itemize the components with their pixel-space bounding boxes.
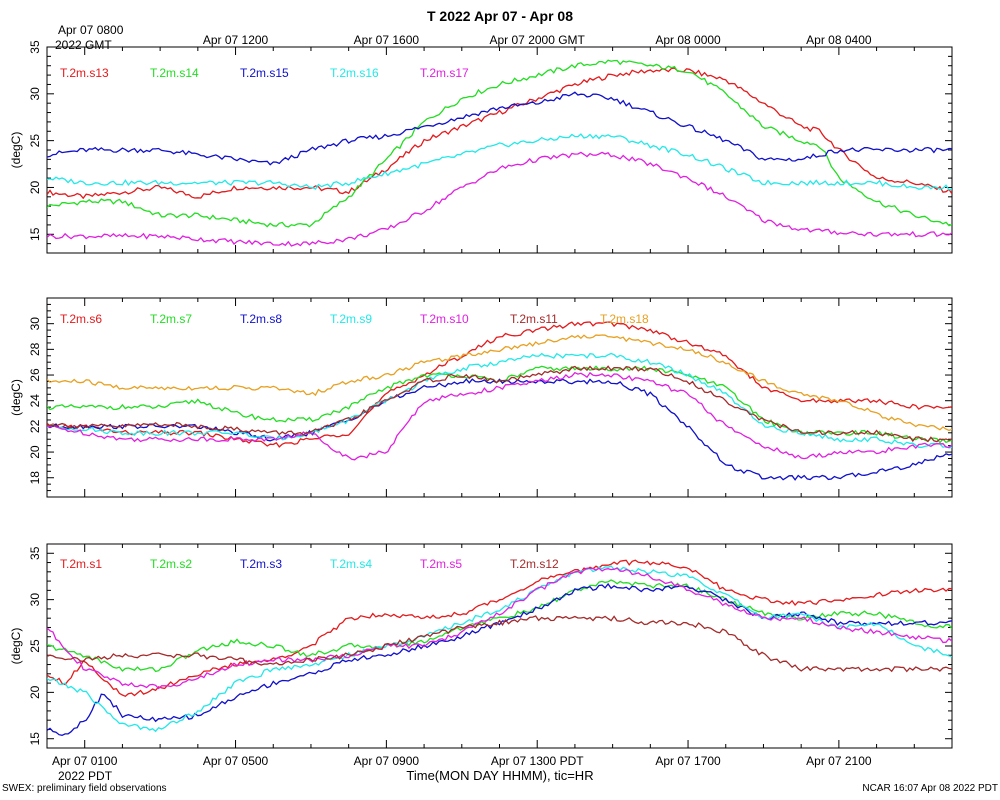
- top-axis-first-label: Apr 07 0800: [58, 23, 124, 37]
- legend-entry: T.2m.s11: [510, 312, 558, 326]
- y-tick-label: 35: [28, 40, 42, 54]
- y-tick-label: 30: [28, 317, 42, 331]
- plot-frame: [46, 297, 953, 498]
- legend-entry: T.2m.s15: [240, 66, 289, 80]
- top-axis-timezone-label: 2022 GMT: [55, 38, 112, 52]
- bottom-axis-tick-label: Apr 07 0100: [52, 754, 118, 768]
- series-line-T.2m.s5: [47, 567, 952, 690]
- legend-entry: T.2m.s8: [240, 312, 282, 326]
- series-line-T.2m.s11: [47, 365, 952, 443]
- y-tick-label: 28: [28, 342, 42, 356]
- legend-entry: T.2m.s1: [60, 557, 102, 571]
- top-axis-tick-label: Apr 07 1200: [203, 33, 269, 47]
- y-axis-title: (degC): [9, 132, 23, 169]
- bottom-axis-tick-label: Apr 07 0500: [203, 754, 269, 768]
- legend-entry: T.2m.s7: [150, 312, 192, 326]
- y-tick-label: 18: [28, 471, 42, 485]
- series-line-T.2m.s12: [47, 615, 952, 673]
- top-axis-tick-label: Apr 08 0000: [655, 33, 721, 47]
- y-axis-title: (degC): [9, 628, 23, 665]
- legend-entry: T.2m.s13: [60, 66, 109, 80]
- legend-entry: T.2m.s14: [150, 66, 199, 80]
- y-tick-label: 22: [28, 419, 42, 433]
- y-tick-label: 26: [28, 368, 42, 382]
- y-tick-label: 20: [28, 180, 42, 194]
- legend-entry: T.2m.s6: [60, 312, 102, 326]
- y-tick-label: 15: [28, 227, 42, 241]
- series-line-T.2m.s4: [47, 565, 952, 733]
- y-tick-label: 24: [28, 394, 42, 408]
- legend-entry: T.2m.s9: [330, 312, 372, 326]
- series-line-T.2m.s3: [47, 582, 952, 736]
- y-tick-label: 30: [28, 87, 42, 101]
- bottom-axis-tick-label: Apr 07 1300 PDT: [491, 754, 584, 768]
- y-tick-label: 35: [28, 546, 42, 560]
- series-line-T.2m.s6: [47, 321, 952, 448]
- bottom-axis-tick-label: Apr 07 0900: [354, 754, 420, 768]
- panel-3: 15 20 25 30 35 (degC) T.2m.s1 T.2m.s2 T.2m.s3 T.2…: [9, 543, 953, 749]
- series-line-T.2m.s13: [47, 67, 952, 200]
- bottom-axis-timezone-label: 2022 PDT: [58, 769, 113, 783]
- series-line-T.2m.s1: [47, 559, 952, 698]
- top-axis-tick-label: Apr 07 2000 GMT: [490, 33, 586, 47]
- series-line-T.2m.s15: [47, 91, 952, 166]
- top-axis-tick-label: Apr 08 0400: [806, 33, 872, 47]
- panel-1: 15 20 25 30 35 (degC) T.2m.s13 T.2m.s14 T.2m.s15…: [9, 40, 953, 254]
- bottom-axis-tick-label: Apr 07 2100: [806, 754, 872, 768]
- footer-note: SWEX: preliminary field observations: [2, 783, 167, 794]
- series-line-T.2m.s14: [47, 59, 952, 228]
- series-line-T.2m.s10: [47, 371, 952, 461]
- chart-title: T 2022 Apr 07 - Apr 08: [426, 8, 574, 24]
- series-line-T.2m.s17: [47, 151, 952, 247]
- panel-2: 18 20 22 24 26 28 30 (degC) T.2m.s6 T.2m.s7 T.2m.s…: [9, 297, 953, 498]
- y-tick-label: 25: [28, 639, 42, 653]
- legend-entry: T.2m.s16: [330, 66, 379, 80]
- series-line-T.2m.s7: [47, 365, 952, 444]
- x-axis-title: Time(MON DAY HHMM), tic=HR: [406, 768, 594, 783]
- y-tick-label: 30: [28, 593, 42, 607]
- y-tick-label: 20: [28, 685, 42, 699]
- bottom-axis-tick-label: Apr 07 1700: [655, 754, 721, 768]
- series-line-T.2m.s8: [47, 378, 952, 481]
- series-line-T.2m.s2: [47, 579, 952, 673]
- series-line-T.2m.s16: [47, 133, 952, 191]
- legend-entry: T.2m.s2: [150, 557, 192, 571]
- y-tick-label: 15: [28, 732, 42, 746]
- y-axis-title: (degC): [9, 379, 23, 416]
- series-line-T.2m.s18: [47, 334, 952, 432]
- legend-entry: T.2m.s18: [600, 312, 649, 326]
- series-line-T.2m.s9: [47, 352, 952, 449]
- legend-entry: T.2m.s17: [420, 66, 469, 80]
- legend-entry: T.2m.s4: [330, 557, 372, 571]
- footer-timestamp: NCAR 16:07 Apr 08 2022 PDT: [862, 783, 998, 794]
- y-tick-label: 20: [28, 445, 42, 459]
- y-tick-label: 25: [28, 134, 42, 148]
- top-axis-tick-label: Apr 07 1600: [354, 33, 420, 47]
- legend-entry: T.2m.s12: [510, 557, 559, 571]
- legend-entry: T.2m.s5: [420, 557, 462, 571]
- legend-entry: T.2m.s3: [240, 557, 282, 571]
- legend-entry: T.2m.s10: [420, 312, 469, 326]
